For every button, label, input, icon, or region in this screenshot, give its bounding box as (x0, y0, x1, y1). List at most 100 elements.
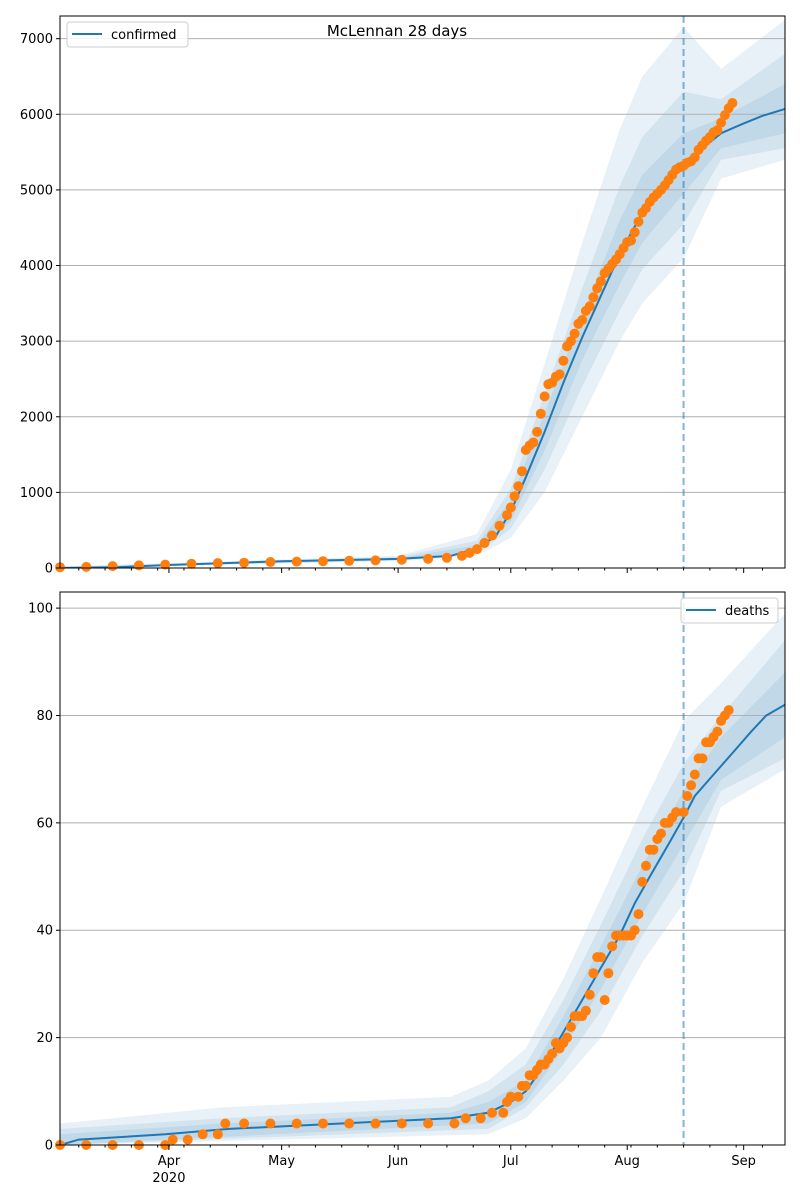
y-tick-label: 7000 (20, 32, 53, 47)
confirmed-observed-point (629, 227, 640, 238)
confirmed-observed-points (55, 98, 738, 573)
deaths-observed-point (588, 968, 599, 979)
deaths-observed-point (712, 726, 723, 737)
y-tick-label: 6000 (20, 108, 53, 123)
figure-title: McLennan 28 days (327, 22, 467, 40)
confirmed-observed-point (441, 552, 452, 563)
confirmed-observed-point (716, 117, 727, 128)
confirmed-observed-point (212, 558, 223, 569)
y-tick-label: 20 (36, 1031, 53, 1046)
confirmed-observed-point (532, 426, 543, 437)
confirmed-observed-point (265, 557, 276, 567)
deaths-observed-point (197, 1129, 208, 1140)
confirmed-observed-point (494, 520, 505, 531)
deaths-observed-point (637, 876, 648, 887)
deaths-observed-point (723, 705, 734, 716)
deaths-observed-point (633, 909, 644, 920)
deaths-axes-frame (59, 591, 786, 1146)
deaths-observed-point (648, 844, 659, 855)
confirmed-observed-point (569, 328, 580, 339)
deaths-observed-point (370, 1118, 381, 1129)
confirmed-observed-point (505, 502, 516, 513)
confirmed-observed-point (513, 481, 524, 492)
x-tick-label: Jul (502, 1154, 519, 1169)
confirmed-legend[interactable]: confirmed (66, 21, 189, 48)
deaths-legend[interactable]: deaths (680, 597, 779, 624)
confirmed-observed-point (370, 555, 381, 566)
confirmed-legend-box (66, 21, 189, 48)
confirmed-observed-point (584, 301, 595, 312)
deaths-observed-point (460, 1113, 471, 1124)
confirmed-axes-frame (59, 15, 786, 569)
deaths-observed-point (265, 1118, 276, 1129)
deaths-observed-point (595, 952, 606, 963)
confirmed-band-middle (60, 53, 785, 568)
x-tick-label: Sep (731, 1154, 756, 1169)
deaths-observed-point (697, 753, 708, 764)
deaths-observed-point (475, 1113, 486, 1124)
confirmed-observed-point (633, 216, 644, 227)
deaths-observed-point (167, 1134, 178, 1145)
y-tick-label: 4000 (20, 259, 53, 274)
confirmed-observed-point (727, 98, 738, 108)
confirmed-observed-point (528, 437, 539, 448)
confirmed-observed-point (479, 538, 490, 548)
deaths-observed-point (520, 1080, 531, 1091)
confirmed-observed-point (133, 560, 144, 571)
deaths-observed-point (318, 1118, 328, 1129)
deaths-legend-label: deaths (725, 604, 770, 619)
deaths-observed-point (629, 925, 640, 936)
confirmed-x-ticks (78, 568, 763, 573)
deaths-legend-box (680, 597, 779, 624)
confirmed-observed-point (81, 561, 92, 572)
deaths-observed-point (449, 1118, 460, 1129)
confirmed-observed-point (344, 555, 355, 566)
y-tick-label: 100 (28, 602, 53, 617)
confirmed-observed-point (535, 408, 546, 419)
confirmed-observed-point (464, 547, 475, 558)
y-tick-label: 60 (36, 816, 53, 831)
deaths-observed-point (689, 769, 700, 780)
deaths-observed-point (498, 1107, 509, 1118)
confirmed-observed-point (160, 559, 171, 570)
confirmed-panel: 0 1000 2000 3000 4000 5000 6000 7000 McLennan 2… (20, 15, 786, 577)
deaths-y-ticks: 0 20 40 60 80 100 (28, 602, 60, 1154)
deaths-observed-point (182, 1134, 193, 1145)
confirmed-y-ticks: 0 1000 2000 3000 4000 5000 6000 7000 (20, 32, 60, 577)
deaths-observed-point (212, 1129, 223, 1140)
deaths-observed-point (671, 807, 682, 818)
confirmed-observed-point (291, 556, 302, 567)
deaths-band-inner (60, 672, 785, 1145)
confirmed-observed-point (517, 466, 527, 477)
deaths-observed-point (603, 968, 614, 979)
deaths-observed-point (599, 995, 610, 1005)
x-tick-label: May (268, 1154, 295, 1169)
deaths-observed-point (678, 807, 689, 818)
confirmed-observed-point (595, 276, 606, 287)
deaths-observed-point (344, 1118, 355, 1129)
confirmed-axes (59, 15, 786, 569)
confirmed-observed-point (712, 125, 723, 136)
confirmed-legend-label: confirmed (111, 28, 177, 43)
deaths-observed-point (547, 1048, 558, 1059)
deaths-observed-point (396, 1118, 407, 1129)
y-tick-label: 1000 (20, 486, 53, 501)
confirmed-observed-point (107, 561, 118, 572)
confirmed-observed-point (423, 553, 434, 564)
confirmed-observed-point (456, 550, 467, 561)
confirmed-observed-point (558, 355, 569, 366)
confirmed-observed-point (487, 530, 497, 541)
deaths-observed-point (607, 941, 618, 952)
deaths-observed-point (487, 1107, 497, 1118)
deaths-observed-point (239, 1118, 250, 1129)
deaths-x-ticks: Apr 2020 May Jun Jul Aug Sep (78, 1145, 763, 1186)
confirmed-observed-point (396, 554, 407, 565)
deaths-observed-point (686, 780, 697, 791)
confirmed-observed-point (554, 369, 565, 380)
confirmed-observed-point (565, 336, 576, 347)
deaths-observed-point (513, 1091, 524, 1102)
deaths-observed-point (565, 1021, 576, 1032)
deaths-observed-point (291, 1118, 302, 1129)
